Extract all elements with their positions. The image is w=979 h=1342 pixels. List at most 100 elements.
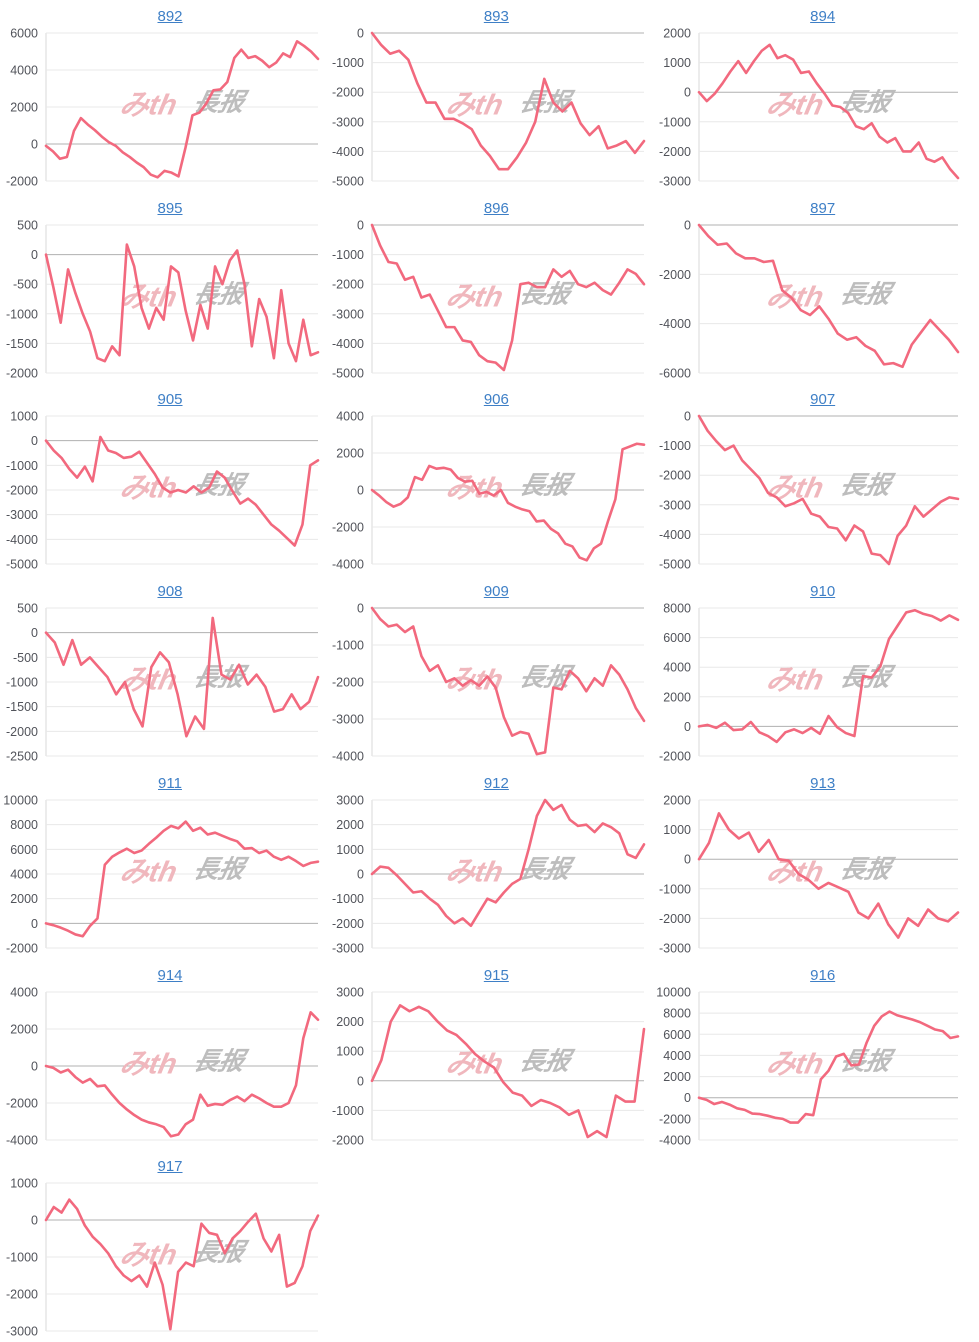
svg-text:-2000: -2000 bbox=[332, 917, 364, 931]
svg-text:-5000: -5000 bbox=[659, 558, 691, 572]
svg-text:-1000: -1000 bbox=[332, 892, 364, 906]
svg-text:2000: 2000 bbox=[337, 1015, 365, 1029]
svg-text:1000: 1000 bbox=[10, 1177, 38, 1191]
svg-text:2000: 2000 bbox=[663, 1070, 691, 1084]
svg-text:0: 0 bbox=[31, 435, 38, 449]
svg-text:-2000: -2000 bbox=[6, 1288, 38, 1302]
svg-text:2000: 2000 bbox=[10, 892, 38, 906]
svg-text:-2000: -2000 bbox=[332, 86, 364, 100]
svg-text:500: 500 bbox=[17, 602, 38, 616]
svg-text:2000: 2000 bbox=[10, 101, 38, 115]
svg-text:1000: 1000 bbox=[337, 1044, 365, 1058]
svg-text:6000: 6000 bbox=[663, 1027, 691, 1041]
svg-text:-5000: -5000 bbox=[332, 175, 364, 189]
svg-text:0: 0 bbox=[31, 626, 38, 640]
svg-text:みth: みth bbox=[117, 89, 180, 122]
svg-text:0: 0 bbox=[31, 248, 38, 262]
svg-text:-3000: -3000 bbox=[659, 175, 691, 189]
svg-text:2000: 2000 bbox=[663, 794, 691, 808]
svg-text:2000: 2000 bbox=[10, 1022, 38, 1036]
svg-text:8000: 8000 bbox=[663, 602, 691, 616]
svg-text:2000: 2000 bbox=[337, 818, 365, 832]
svg-text:0: 0 bbox=[684, 86, 691, 100]
svg-text:2000: 2000 bbox=[337, 447, 365, 461]
svg-text:-5000: -5000 bbox=[332, 366, 364, 380]
svg-text:0: 0 bbox=[31, 917, 38, 931]
svg-text:-2000: -2000 bbox=[332, 676, 364, 690]
svg-text:6000: 6000 bbox=[10, 27, 38, 41]
svg-text:4000: 4000 bbox=[10, 64, 38, 78]
svg-text:-4000: -4000 bbox=[332, 558, 364, 572]
svg-text:500: 500 bbox=[17, 219, 38, 233]
svg-text:8000: 8000 bbox=[663, 1006, 691, 1020]
svg-text:-500: -500 bbox=[13, 277, 38, 291]
svg-text:6000: 6000 bbox=[663, 631, 691, 645]
svg-text:-2000: -2000 bbox=[659, 1112, 691, 1126]
svg-text:0: 0 bbox=[357, 1074, 364, 1088]
svg-text:長报: 長报 bbox=[517, 89, 577, 117]
svg-text:-4000: -4000 bbox=[332, 750, 364, 764]
svg-text:-2000: -2000 bbox=[332, 277, 364, 291]
svg-text:-3000: -3000 bbox=[6, 509, 38, 523]
svg-text:長报: 長报 bbox=[517, 472, 577, 500]
svg-text:-2000: -2000 bbox=[332, 521, 364, 535]
svg-text:-2000: -2000 bbox=[659, 912, 691, 926]
svg-text:-2000: -2000 bbox=[6, 366, 38, 380]
svg-text:0: 0 bbox=[357, 484, 364, 498]
svg-text:6000: 6000 bbox=[10, 843, 38, 857]
svg-text:0: 0 bbox=[684, 1091, 691, 1105]
svg-text:-2000: -2000 bbox=[659, 750, 691, 764]
svg-text:0: 0 bbox=[684, 853, 691, 867]
svg-text:-3000: -3000 bbox=[332, 941, 364, 955]
svg-text:0: 0 bbox=[357, 27, 364, 41]
svg-text:長报: 長报 bbox=[191, 855, 251, 883]
svg-text:-1000: -1000 bbox=[332, 248, 364, 262]
svg-text:10000: 10000 bbox=[656, 986, 691, 1000]
svg-text:-1500: -1500 bbox=[6, 337, 38, 351]
svg-text:1000: 1000 bbox=[337, 843, 365, 857]
svg-text:-2000: -2000 bbox=[659, 469, 691, 483]
svg-text:-2000: -2000 bbox=[6, 484, 38, 498]
svg-text:-1000: -1000 bbox=[659, 115, 691, 129]
svg-text:長报: 長报 bbox=[191, 1047, 251, 1075]
svg-text:4000: 4000 bbox=[663, 1048, 691, 1062]
svg-text:長报: 長报 bbox=[837, 1047, 897, 1075]
svg-text:長报: 長报 bbox=[837, 280, 897, 308]
svg-text:-1000: -1000 bbox=[6, 676, 38, 690]
svg-text:長报: 長报 bbox=[837, 472, 897, 500]
svg-text:-4000: -4000 bbox=[659, 528, 691, 542]
svg-text:-4000: -4000 bbox=[6, 533, 38, 547]
svg-text:0: 0 bbox=[684, 720, 691, 734]
svg-text:1000: 1000 bbox=[663, 823, 691, 837]
svg-text:0: 0 bbox=[357, 602, 364, 616]
svg-text:-1000: -1000 bbox=[6, 307, 38, 321]
svg-text:0: 0 bbox=[31, 138, 38, 152]
svg-text:4000: 4000 bbox=[663, 661, 691, 675]
svg-text:-3000: -3000 bbox=[6, 1325, 38, 1339]
svg-text:-1000: -1000 bbox=[332, 639, 364, 653]
svg-text:0: 0 bbox=[357, 219, 364, 233]
svg-text:-1000: -1000 bbox=[6, 459, 38, 473]
svg-text:0: 0 bbox=[357, 867, 364, 881]
svg-text:-3000: -3000 bbox=[332, 713, 364, 727]
svg-text:みth: みth bbox=[117, 280, 180, 313]
svg-text:-4000: -4000 bbox=[332, 337, 364, 351]
svg-text:みth: みth bbox=[763, 1047, 826, 1080]
svg-text:-2500: -2500 bbox=[6, 750, 38, 764]
svg-text:4000: 4000 bbox=[10, 867, 38, 881]
svg-text:みth: みth bbox=[443, 856, 506, 889]
svg-text:長报: 長报 bbox=[517, 1047, 577, 1075]
svg-text:-2000: -2000 bbox=[6, 175, 38, 189]
svg-text:-4000: -4000 bbox=[659, 317, 691, 331]
svg-text:みth: みth bbox=[763, 856, 826, 889]
svg-text:-1000: -1000 bbox=[659, 440, 691, 454]
svg-text:0: 0 bbox=[31, 1059, 38, 1073]
svg-text:3000: 3000 bbox=[337, 986, 365, 1000]
svg-text:-2000: -2000 bbox=[6, 941, 38, 955]
svg-text:-2000: -2000 bbox=[659, 268, 691, 282]
svg-text:-1500: -1500 bbox=[6, 700, 38, 714]
svg-text:みth: みth bbox=[763, 89, 826, 122]
svg-text:-2000: -2000 bbox=[6, 725, 38, 739]
svg-text:-3000: -3000 bbox=[659, 941, 691, 955]
svg-text:-4000: -4000 bbox=[659, 1133, 691, 1147]
